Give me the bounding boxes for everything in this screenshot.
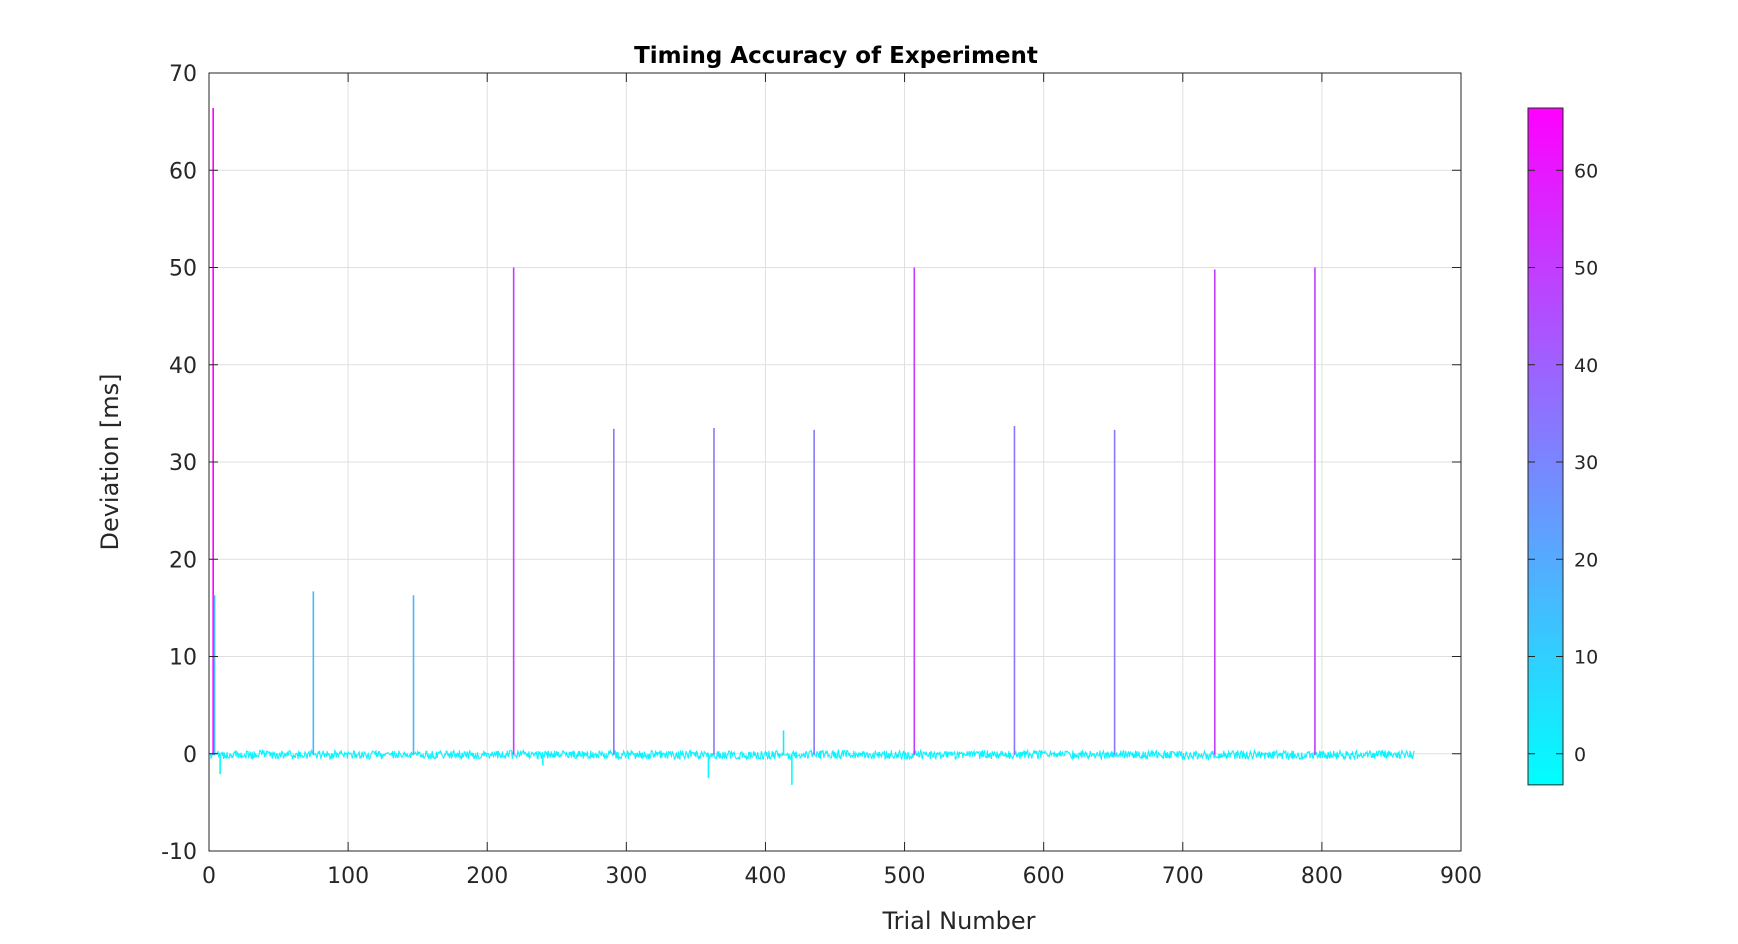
data-line-series <box>209 108 1415 785</box>
x-tick-label: 700 <box>1162 864 1204 889</box>
y-tick-label: 70 <box>169 62 197 87</box>
y-tick-label: -10 <box>161 840 197 865</box>
y-tick-label: 10 <box>169 646 197 671</box>
y-tick-label: 20 <box>169 548 197 573</box>
x-tick-label: 900 <box>1440 864 1482 889</box>
x-tick-label: 400 <box>744 864 786 889</box>
axis-ticks: 0 100 200 300 400 500 600 700 800 900-10010203040… <box>161 62 1482 889</box>
colorbar-tick-label: 50 <box>1574 258 1598 280</box>
x-tick-label: 600 <box>1023 864 1065 889</box>
x-axis-label: Trial Number <box>881 907 1035 935</box>
y-tick-label: 60 <box>169 159 197 184</box>
x-tick-label: 500 <box>884 864 926 889</box>
x-tick-label: 300 <box>605 864 647 889</box>
colorbar-tick-label: 0 <box>1574 744 1586 766</box>
y-tick-label: 0 <box>183 743 197 768</box>
colorbar-tick-label: 30 <box>1574 452 1598 474</box>
chart-title: Timing Accuracy of Experiment <box>634 43 1038 69</box>
colorbar-tick-label: 60 <box>1574 160 1598 182</box>
x-tick-label: 200 <box>466 864 508 889</box>
y-axis-label: Deviation [ms] <box>96 373 124 550</box>
y-tick-label: 50 <box>169 257 197 282</box>
colorbar-ticks: 0 10 20 30 40 50 60 <box>1528 160 1598 766</box>
x-tick-label: 800 <box>1301 864 1343 889</box>
colorbar-tick-label: 40 <box>1574 355 1598 377</box>
colorbar-tick-label: 10 <box>1574 647 1598 669</box>
x-tick-label: 0 <box>202 864 216 889</box>
baseline-trace <box>209 748 1415 762</box>
colorbar-tick-label: 20 <box>1574 549 1598 571</box>
y-tick-label: 30 <box>169 451 197 476</box>
x-tick-label: 100 <box>327 864 369 889</box>
y-tick-label: 40 <box>169 354 197 379</box>
colorbar <box>1527 107 1564 786</box>
